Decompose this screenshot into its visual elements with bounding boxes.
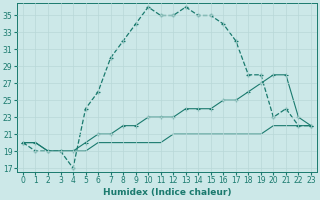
- X-axis label: Humidex (Indice chaleur): Humidex (Indice chaleur): [103, 188, 231, 197]
